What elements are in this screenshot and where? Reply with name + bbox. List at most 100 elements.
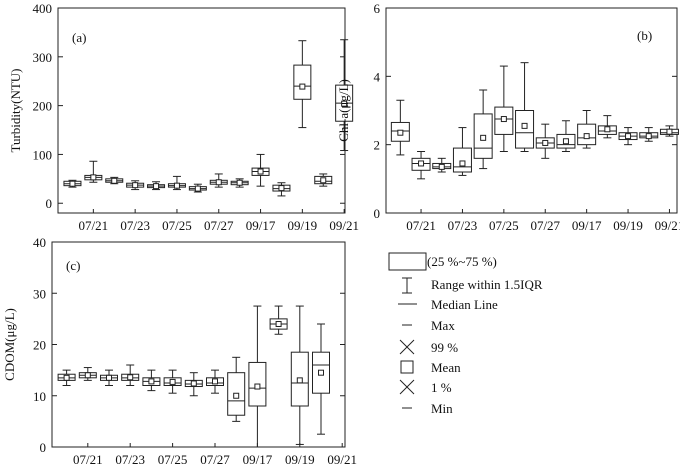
x-tick-label: 09/21 bbox=[655, 218, 680, 233]
legend-max-label: Max bbox=[431, 318, 455, 333]
mean-marker bbox=[397, 129, 404, 136]
box-plot-item bbox=[251, 153, 270, 187]
x-tick-label: 07/27 bbox=[204, 218, 234, 233]
box-plot-item bbox=[515, 62, 535, 152]
mean-marker bbox=[169, 378, 176, 385]
legend-p99-label: 99 % bbox=[431, 340, 458, 355]
x-tick-label: 09/17 bbox=[572, 218, 602, 233]
mean-marker bbox=[625, 133, 632, 140]
x-tick-label: 07/23 bbox=[448, 218, 478, 233]
plot-frame bbox=[51, 241, 346, 448]
y-tick-label: 0 bbox=[40, 440, 47, 455]
x-tick-label: 07/25 bbox=[162, 218, 192, 233]
panel-tag: (b) bbox=[637, 28, 652, 43]
box-plot-item bbox=[290, 305, 309, 445]
legend-p1-label: 1 % bbox=[431, 380, 452, 395]
mean-marker bbox=[562, 138, 569, 145]
mean-marker bbox=[438, 163, 445, 170]
mean-marker bbox=[418, 160, 425, 167]
mean-marker bbox=[521, 122, 528, 129]
box-plot-item bbox=[230, 178, 249, 188]
y-axis-label: CDOM(μg/L) bbox=[2, 308, 17, 381]
mean-marker bbox=[106, 374, 112, 381]
box-plot-item bbox=[556, 120, 576, 152]
box-plot-item bbox=[209, 173, 228, 188]
iqr-box bbox=[293, 64, 312, 100]
y-tick-label: 300 bbox=[33, 50, 53, 65]
x-tick-label: 09/21 bbox=[327, 452, 357, 467]
box-plot-item bbox=[78, 367, 97, 381]
box-plot-item bbox=[84, 160, 103, 183]
box-plot-item bbox=[411, 151, 431, 180]
box-plot-item bbox=[269, 305, 288, 335]
x-tick-label: 07/25 bbox=[158, 452, 188, 467]
box-plot-item bbox=[206, 369, 224, 394]
box-plot-item bbox=[126, 180, 145, 191]
box-plot-item bbox=[494, 65, 514, 152]
mean-marker bbox=[69, 180, 76, 187]
mean-marker bbox=[299, 83, 306, 90]
box-plot-item bbox=[184, 372, 203, 397]
legend-mean-symbol bbox=[400, 360, 414, 374]
y-tick-label: 20 bbox=[33, 338, 46, 353]
mean-marker bbox=[127, 374, 134, 381]
y-tick-label: 40 bbox=[33, 235, 46, 250]
mean-marker bbox=[645, 133, 652, 140]
box-plot-item bbox=[227, 356, 246, 422]
legend-min-label: Min bbox=[431, 401, 453, 416]
panel-tag: (c) bbox=[66, 258, 80, 273]
box-plot-item bbox=[147, 181, 166, 191]
x-tick-label: 09/17 bbox=[246, 218, 276, 233]
x-tick-label: 07/23 bbox=[115, 452, 145, 467]
y-tick-label: 400 bbox=[33, 1, 53, 16]
y-tick-label: 2 bbox=[374, 138, 381, 153]
x-tick-label: 09/19 bbox=[613, 218, 643, 233]
mean-marker bbox=[236, 179, 243, 186]
legend-whisker-label: Range within 1.5IQR bbox=[431, 277, 543, 292]
legend-box-symbol bbox=[388, 252, 427, 271]
legend-whisker-symbol bbox=[402, 277, 412, 294]
box-plot-item bbox=[167, 175, 186, 191]
y-tick-label: 0 bbox=[46, 196, 53, 211]
box-plot-item bbox=[312, 323, 330, 435]
mean-marker bbox=[190, 380, 197, 387]
x-tick-label: 07/21 bbox=[79, 218, 109, 233]
mean-marker bbox=[215, 179, 222, 186]
box-plot-item bbox=[105, 176, 124, 185]
box-plot-item bbox=[659, 125, 679, 137]
x-tick-label: 07/27 bbox=[200, 452, 230, 467]
x-tick-label: 07/25 bbox=[489, 218, 519, 233]
box-plot-item bbox=[452, 127, 472, 176]
mean-marker bbox=[173, 182, 180, 189]
mean-marker bbox=[233, 392, 240, 399]
box-plot-item bbox=[314, 173, 333, 187]
box-plot-item bbox=[142, 369, 161, 392]
x-tick-label: 07/21 bbox=[73, 452, 103, 467]
y-axis-label: Turbidity(NTU) bbox=[8, 68, 23, 152]
chart-panel-a: 0 100 200 300 400 07/21 07/23 07/25 07/27 09/17 09… bbox=[8, 1, 359, 233]
legend-median-label: Median Line bbox=[431, 297, 498, 312]
box-plot-item bbox=[618, 127, 638, 146]
x-tick-label: 07/27 bbox=[530, 218, 560, 233]
y-tick-label: 4 bbox=[374, 69, 381, 84]
legend-p1-symbol bbox=[399, 379, 415, 395]
mean-marker bbox=[84, 372, 91, 379]
mean-marker bbox=[542, 139, 549, 146]
mean-marker bbox=[480, 134, 487, 141]
x-tick-label: 09/17 bbox=[243, 452, 273, 467]
mean-marker bbox=[341, 100, 348, 107]
x-tick-label: 07/23 bbox=[120, 218, 150, 233]
mean-marker bbox=[666, 128, 673, 135]
box-plot-item bbox=[390, 99, 410, 156]
iqr-box bbox=[452, 147, 472, 173]
box-plot-item bbox=[163, 369, 182, 394]
legend-mean-label: Mean bbox=[431, 360, 461, 375]
mean-marker bbox=[254, 383, 261, 390]
mean-marker bbox=[459, 160, 466, 167]
mean-marker bbox=[604, 126, 611, 133]
mean-marker bbox=[212, 378, 218, 385]
y-tick-label: 10 bbox=[33, 389, 46, 404]
panel-tag: (a) bbox=[72, 30, 86, 45]
mean-marker bbox=[500, 116, 507, 123]
